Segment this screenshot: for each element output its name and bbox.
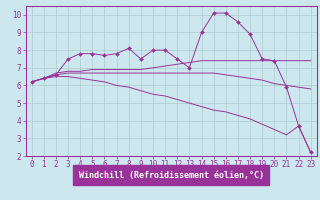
- X-axis label: Windchill (Refroidissement éolien,°C): Windchill (Refroidissement éolien,°C): [79, 171, 264, 180]
